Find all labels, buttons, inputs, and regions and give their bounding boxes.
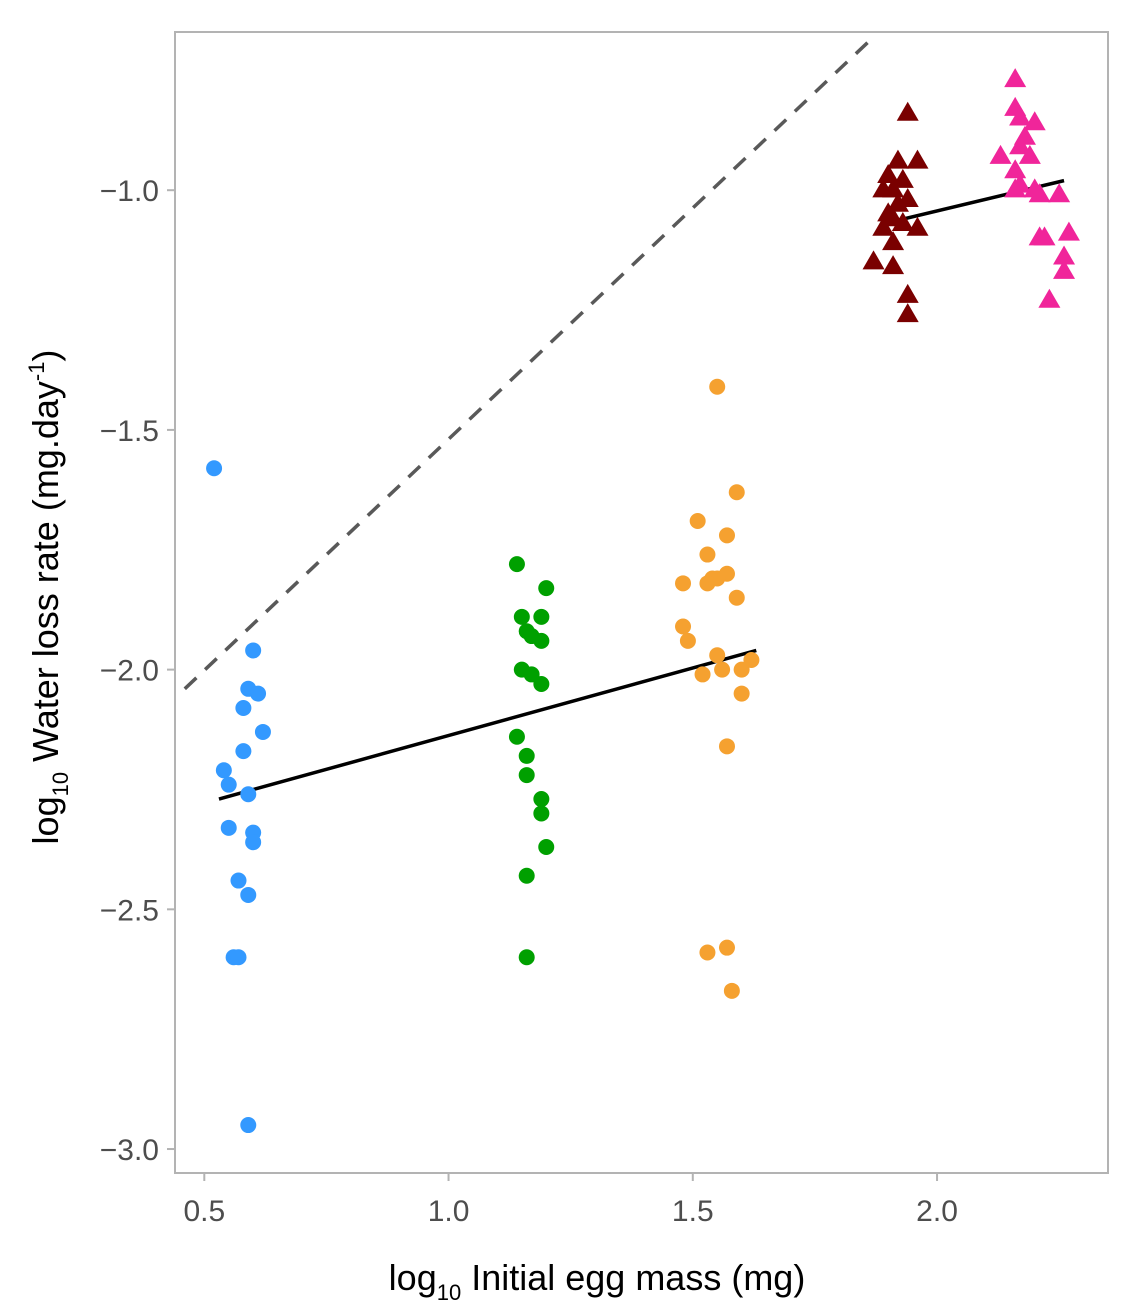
data-point-circle [675, 575, 692, 592]
data-point-circle [250, 685, 267, 702]
data-points [206, 68, 1080, 1134]
data-point-triangle [1004, 159, 1027, 179]
data-point-circle [518, 767, 535, 784]
data-point-circle [523, 666, 540, 683]
reference-dashed-line [183, 40, 870, 691]
axes: 0.5 1.0 1.5 2.0 −3.0 −2.5 −2.0 −1.5 −1.0 [100, 175, 958, 1228]
data-point-circle [240, 1117, 257, 1134]
data-point-triangle [891, 168, 914, 188]
data-point-triangle [1018, 144, 1041, 164]
data-point-circle [728, 484, 745, 501]
data-point-triangle [906, 149, 929, 169]
x-axis-title: log10 Initial egg mass (mg) [389, 1257, 806, 1305]
data-point-circle [533, 676, 550, 692]
data-point-triangle [872, 216, 895, 236]
data-point-circle [533, 632, 550, 649]
data-point-triangle [1028, 183, 1051, 203]
data-point-circle [679, 632, 696, 649]
data-point-circle [689, 513, 706, 529]
plot-panel [174, 31, 1109, 1174]
data-point-circle [220, 819, 237, 836]
data-point-triangle [877, 164, 900, 184]
x-tick-label: 1.5 [672, 1195, 714, 1228]
data-point-circle [508, 556, 525, 573]
data-point-triangle [1023, 111, 1046, 131]
data-point-circle [215, 762, 232, 779]
y-tick-label: −1.0 [100, 175, 159, 208]
data-point-triangle [1053, 259, 1076, 279]
data-point-circle [743, 652, 760, 669]
data-point-triangle [896, 303, 919, 323]
data-point-circle [240, 786, 257, 803]
data-point-triangle [872, 178, 895, 198]
data-point-circle [709, 647, 726, 664]
data-point-triangle [1057, 221, 1080, 241]
data-point-circle [518, 867, 535, 884]
data-point-circle [533, 791, 550, 808]
data-point-circle [513, 608, 530, 625]
data-point-circle [235, 743, 252, 760]
y-tick-label: −1.5 [100, 415, 159, 448]
data-point-triangle [1038, 288, 1061, 308]
data-point-triangle [1009, 135, 1032, 155]
x-tick-label: 0.5 [183, 1195, 225, 1228]
data-point-circle [723, 982, 740, 999]
regression-line [218, 648, 757, 801]
data-point-circle [709, 378, 726, 395]
data-point-circle [533, 608, 550, 625]
data-point-circle [235, 699, 252, 716]
data-point-circle [728, 589, 745, 606]
data-point-circle [718, 527, 735, 544]
y-tick-label: −2.5 [100, 894, 159, 927]
data-point-circle [694, 666, 711, 683]
data-point-circle [699, 546, 716, 563]
data-point-circle [699, 944, 716, 961]
data-point-triangle [896, 283, 919, 303]
x-tick-label: 1.0 [428, 1195, 470, 1228]
data-point-triangle [1048, 183, 1071, 203]
data-point-triangle [882, 231, 905, 251]
data-point-circle [518, 949, 535, 966]
data-point-circle [718, 939, 735, 956]
data-point-circle [718, 738, 735, 755]
data-point-circle [733, 685, 750, 702]
y-axis-title: log10 Water loss rate (mg.day-1) [24, 350, 73, 845]
data-point-triangle [886, 192, 909, 212]
data-point-circle [230, 872, 247, 889]
data-point-circle [538, 580, 555, 597]
data-point-circle [254, 723, 271, 740]
data-point-circle [245, 642, 262, 659]
data-point-circle [533, 805, 550, 822]
data-point-circle [518, 747, 535, 764]
data-point-circle [230, 949, 247, 966]
data-point-triangle [886, 149, 909, 169]
data-point-triangle [1004, 68, 1027, 88]
data-point-circle [220, 776, 237, 793]
data-point-circle [733, 661, 750, 678]
y-tick-label: −2.0 [100, 655, 159, 688]
data-point-triangle [1009, 106, 1032, 126]
data-point-triangle [896, 101, 919, 121]
data-point-circle [240, 886, 257, 903]
data-point-circle [675, 618, 692, 635]
data-point-triangle [906, 216, 929, 236]
x-tick-label: 2.0 [916, 1195, 958, 1228]
data-point-circle [714, 661, 731, 678]
data-point-triangle [882, 255, 905, 275]
data-point-triangle [1033, 226, 1056, 246]
data-point-triangle [1004, 178, 1027, 198]
data-point-circle [245, 834, 262, 851]
data-point-triangle [989, 144, 1012, 164]
y-tick-label: −3.0 [100, 1134, 159, 1167]
data-point-triangle [862, 250, 885, 270]
data-point-triangle [891, 211, 914, 231]
data-point-triangle [1053, 245, 1076, 265]
data-point-circle [538, 839, 555, 855]
data-point-circle [206, 460, 223, 477]
data-point-circle [508, 728, 525, 745]
data-point-circle [699, 575, 716, 592]
